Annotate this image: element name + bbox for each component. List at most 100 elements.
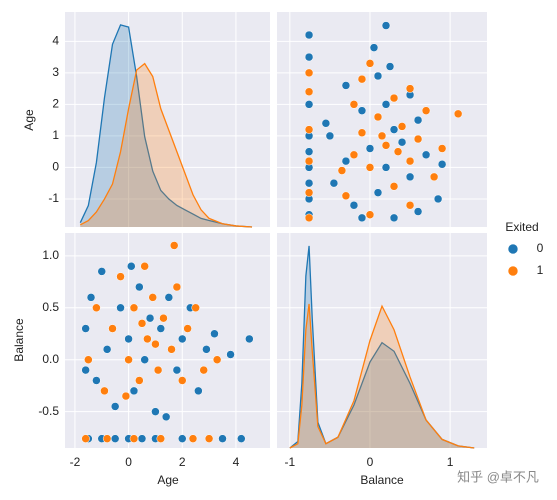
scatter-point: [397, 122, 407, 131]
y-tick-label: -0.5: [38, 404, 59, 418]
scatter-point: [167, 345, 176, 354]
scatter-point: [397, 137, 407, 147]
scatter-point: [124, 355, 133, 364]
scatter-point: [381, 141, 391, 150]
scatter-point: [218, 434, 227, 443]
scatter-point: [365, 144, 375, 153]
kde-area: [289, 303, 475, 448]
scatter-point: [81, 434, 90, 443]
scatter-point: [135, 282, 144, 292]
scatter-point: [145, 313, 155, 323]
legend-marker: [507, 265, 519, 277]
scatter-point: [304, 213, 314, 223]
scatter-point: [129, 303, 139, 313]
scatter-point: [341, 191, 351, 201]
scatter-point: [164, 293, 174, 302]
scatter-point: [81, 324, 90, 333]
watermark: 知乎 @卓不凡: [457, 469, 539, 484]
scatter-point: [304, 156, 314, 166]
scatter-point: [325, 131, 335, 141]
scatter-point: [433, 194, 443, 204]
scatter-point: [159, 313, 168, 323]
scatter-point: [121, 391, 131, 401]
scatter-point: [437, 144, 447, 153]
scatter-point: [437, 160, 447, 169]
scatter-point: [373, 71, 383, 81]
scatter-point: [110, 434, 120, 443]
x-tick-label: -2: [70, 455, 81, 469]
scatter-point: [92, 376, 101, 385]
scatter-point: [393, 147, 403, 156]
scatter-point: [124, 334, 133, 344]
scatter-point: [405, 172, 415, 182]
scatter-point: [365, 210, 375, 219]
y-tick-label: 0: [52, 160, 59, 174]
scatter-point: [116, 303, 125, 313]
x-axis-label: Balance: [360, 473, 404, 487]
scatter-point: [453, 109, 463, 119]
kde-area: [80, 63, 253, 227]
scatter-point: [151, 339, 160, 349]
scatter-point: [135, 376, 144, 385]
scatter-point: [129, 434, 139, 443]
scatter-point: [178, 434, 187, 443]
legend-marker: [507, 243, 519, 255]
legend-label: 1: [537, 263, 544, 277]
scatter-point: [143, 334, 152, 344]
scatter-point: [304, 188, 314, 197]
kde-line: [289, 303, 475, 449]
kde-area: [80, 24, 253, 228]
scatter-point: [413, 115, 423, 125]
scatter-point: [304, 68, 314, 78]
scatter-point: [156, 434, 166, 443]
scatter-point: [377, 131, 387, 141]
scatter-point: [349, 150, 359, 160]
scatter-point: [226, 350, 235, 359]
scatter-point: [97, 267, 107, 276]
scatter-point: [304, 125, 314, 134]
x-axis-label: Age: [157, 473, 179, 487]
scatter-point: [116, 272, 125, 281]
scatter-point: [389, 125, 399, 134]
y-tick-label: -1: [48, 191, 59, 205]
scatter-point: [304, 87, 314, 97]
scatter-point: [137, 434, 147, 443]
scatter-point: [381, 21, 391, 30]
scatter-point: [357, 106, 367, 115]
scatter-point: [191, 303, 200, 313]
scatter-point: [178, 376, 187, 385]
scatter-point: [156, 324, 166, 333]
scatter-point: [304, 52, 314, 62]
scatter-point: [151, 407, 160, 416]
kde-line: [79, 62, 253, 228]
scatter-point: [194, 386, 203, 396]
scatter-point: [140, 261, 149, 271]
scatter-point: [140, 355, 149, 364]
scatter-point: [212, 355, 222, 364]
scatter-point: [304, 178, 314, 188]
scatter-point: [100, 386, 109, 396]
scatter-point: [405, 156, 415, 166]
x-tick-label: 0: [367, 455, 374, 469]
scatter-point: [405, 200, 415, 210]
scatter-point: [341, 156, 351, 166]
scatter-point: [210, 329, 219, 338]
scatter-point: [102, 434, 112, 443]
scatter-point: [357, 213, 367, 223]
scatter-point: [102, 345, 112, 354]
x-tick-label: 4: [233, 455, 240, 469]
scatter-point: [357, 128, 367, 137]
scatter-point: [237, 434, 246, 443]
scatter-point: [127, 261, 136, 271]
scatter-point: [188, 434, 198, 443]
scatter-point: [129, 386, 139, 396]
scatter-point: [413, 134, 423, 144]
y-tick-label: 0.5: [42, 300, 59, 314]
y-tick-label: 1.0: [42, 248, 59, 262]
scatter-point: [373, 188, 383, 197]
y-axis-label: Balance: [12, 318, 26, 362]
scatter-point: [389, 213, 399, 223]
scatter-point: [329, 178, 339, 188]
scatter-point: [349, 200, 359, 210]
